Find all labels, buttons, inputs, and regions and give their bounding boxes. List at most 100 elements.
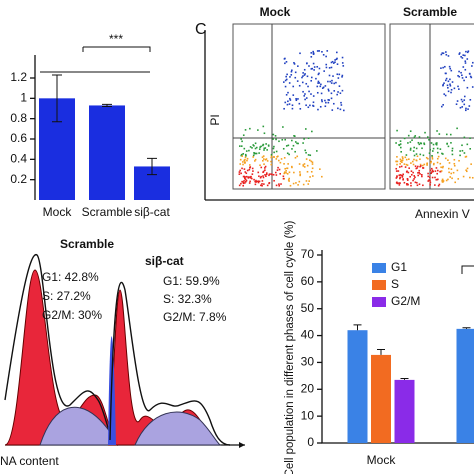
event-dot: [470, 163, 472, 165]
event-dot: [419, 153, 422, 156]
event-dot: [309, 176, 311, 178]
event-dot: [278, 159, 280, 162]
event-dot: [252, 170, 254, 172]
event-dot: [302, 142, 304, 144]
event-dot: [445, 72, 447, 75]
event-dot: [330, 61, 333, 64]
event-dot: [327, 89, 330, 92]
event-dot: [464, 68, 467, 71]
event-dot: [409, 147, 412, 150]
event-dot: [443, 82, 445, 85]
event-dot: [322, 86, 325, 89]
event-dot: [396, 156, 398, 158]
event-dot: [336, 73, 339, 76]
event-dot: [275, 150, 278, 153]
event-dot: [297, 184, 299, 186]
event-dot: [459, 106, 462, 109]
event-dot: [401, 159, 404, 162]
event-dot: [311, 130, 313, 133]
event-dot: [249, 164, 251, 166]
event-dot: [432, 163, 435, 166]
event-dot: [459, 154, 461, 157]
event-dot: [418, 136, 421, 138]
event-dot: [410, 182, 412, 184]
error-bar: [462, 327, 471, 329]
event-dot: [460, 71, 462, 74]
event-dot: [283, 171, 286, 174]
event-dot: [325, 63, 328, 66]
event-dot: [253, 144, 255, 147]
event-dot: [422, 167, 424, 169]
event-dot: [265, 143, 267, 145]
event-dot: [294, 156, 297, 159]
event-dot: [426, 164, 428, 166]
event-dot: [463, 95, 466, 98]
event-dot: [436, 151, 439, 154]
event-dot: [289, 76, 291, 78]
event-dot: [417, 172, 419, 174]
event-dot: [288, 153, 290, 156]
event-dot: [264, 167, 266, 169]
event-dot: [413, 178, 415, 180]
event-dot: [311, 67, 314, 70]
event-dot: [440, 166, 442, 169]
event-dot: [399, 160, 402, 163]
event-dot: [319, 168, 321, 170]
event-dot: [431, 156, 434, 158]
event-dot: [437, 155, 440, 158]
event-dot: [290, 70, 293, 73]
event-dot: [291, 107, 294, 110]
event-dot: [312, 95, 315, 97]
event-dot: [338, 85, 341, 87]
event-dot: [328, 99, 330, 101]
event-dot: [309, 104, 311, 107]
event-dot: [429, 183, 431, 186]
event-dot: [282, 177, 285, 180]
event-dot: [296, 142, 298, 145]
event-dot: [238, 184, 241, 187]
event-dot: [469, 148, 472, 150]
event-dot: [418, 169, 421, 172]
error-bar: [400, 378, 409, 380]
flow-frame: [389, 23, 474, 190]
event-dot: [261, 183, 263, 185]
event-dot: [469, 98, 472, 101]
event-dot: [241, 180, 243, 183]
event-dot: [267, 145, 270, 147]
event-dot: [305, 82, 308, 85]
event-dot: [255, 179, 257, 182]
event-dot: [307, 106, 310, 109]
event-dot: [398, 174, 401, 177]
event-dot: [309, 154, 312, 157]
event-dot: [284, 85, 287, 88]
event-dot: [327, 80, 329, 83]
event-dot: [298, 84, 301, 87]
event-dot: [431, 154, 433, 157]
event-dot: [306, 170, 309, 173]
event-dot: [330, 66, 333, 69]
event-dot: [404, 166, 407, 168]
event-dot: [405, 154, 408, 156]
event-dot: [429, 169, 432, 172]
event-dot: [255, 146, 258, 149]
event-dot: [435, 178, 438, 181]
event-dot: [287, 163, 289, 165]
event-dot: [396, 175, 398, 177]
event-dot: [275, 184, 278, 187]
event-dot: [402, 173, 405, 176]
event-dot: [246, 169, 249, 172]
y-tick-label: 20: [301, 381, 315, 395]
event-dot: [305, 104, 307, 107]
event-dot: [463, 136, 466, 139]
event-dot: [325, 66, 328, 69]
event-dot: [333, 82, 335, 85]
y-tick-label: 40: [301, 328, 315, 342]
event-dot: [283, 172, 286, 175]
error-bar: [147, 157, 157, 176]
event-dot: [422, 184, 424, 187]
y-tick-label: 10: [301, 408, 315, 422]
event-dot: [294, 150, 296, 153]
event-dot: [297, 65, 299, 67]
event-dot: [465, 76, 467, 78]
